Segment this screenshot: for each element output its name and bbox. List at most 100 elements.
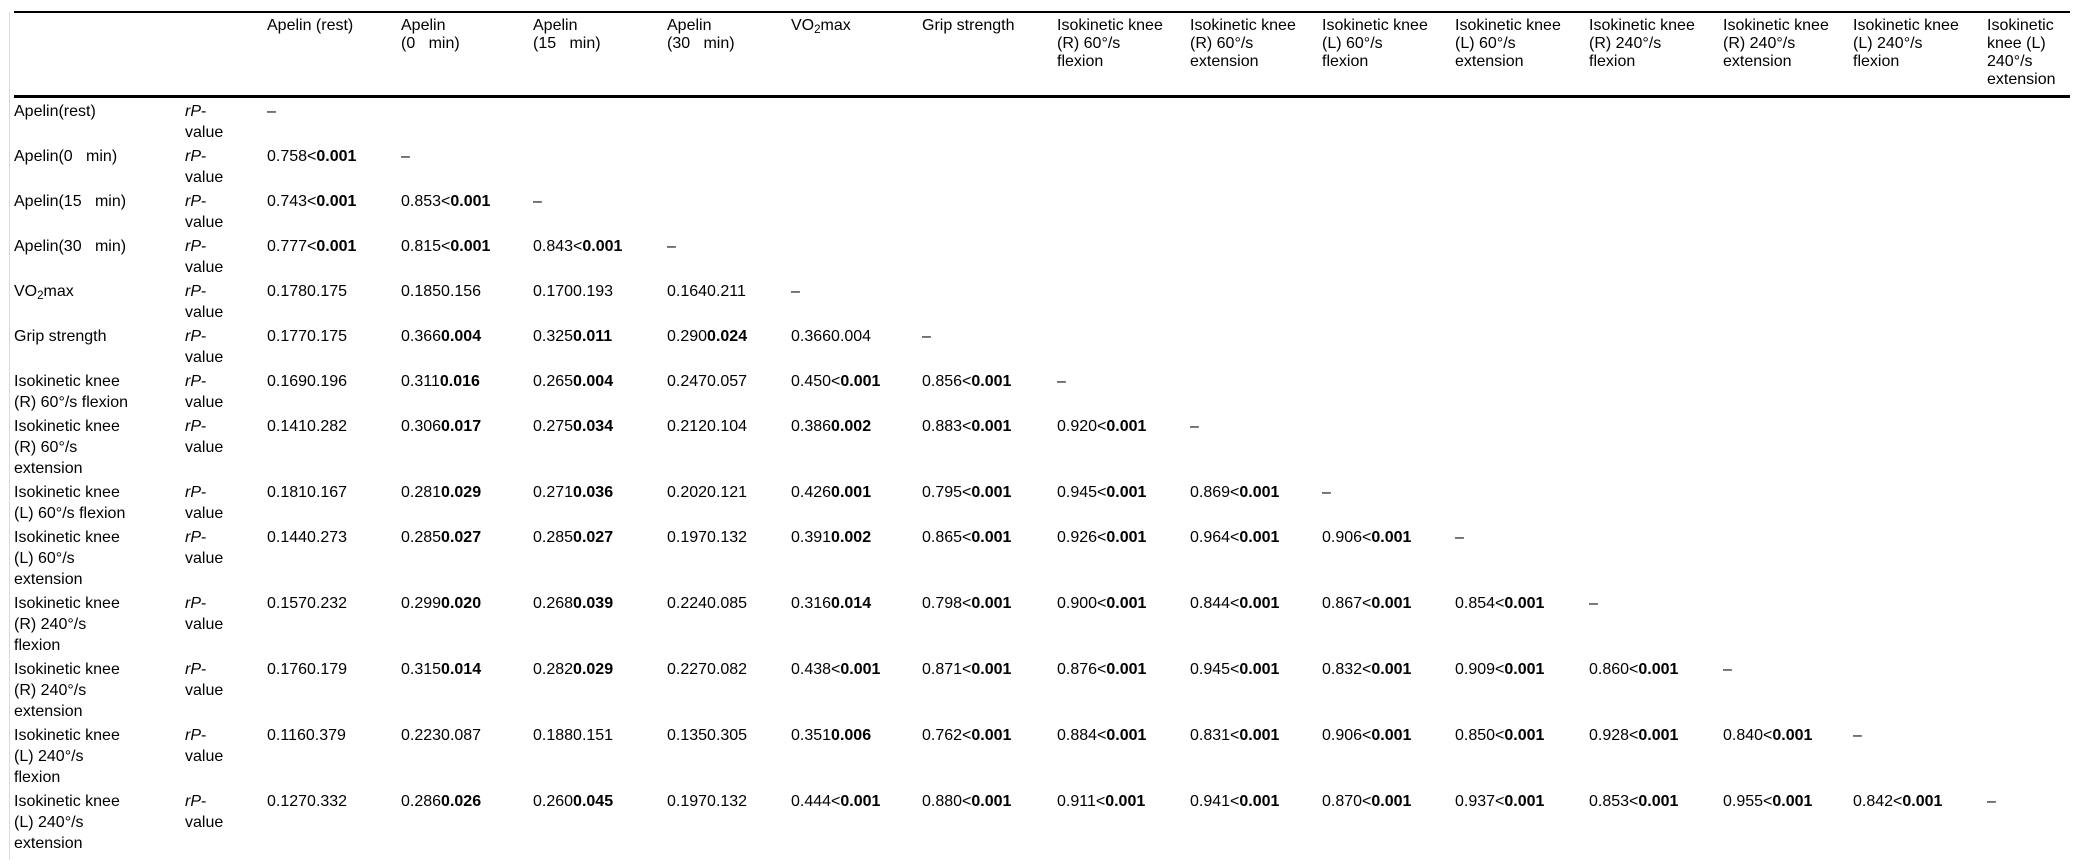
row-label: Isokinetic knee (L) 240°/s extension <box>14 793 120 852</box>
correlation-cell: 0.853<0.001 <box>401 193 491 210</box>
correlation-cell: 0.909<0.001 <box>1455 661 1545 678</box>
diagonal-dash-cell: – <box>922 328 931 345</box>
correlation-cell <box>1455 278 1589 323</box>
correlation-cell <box>1723 233 1853 278</box>
correlation-cell <box>667 143 791 188</box>
correlation-cell: 0.777<0.001 <box>267 238 357 255</box>
row-label: Isokinetic knee (R) 240°/s flexion <box>14 595 120 654</box>
table-row-12: Isokinetic knee (L) 240°/s flexion rP- va… <box>14 722 2070 788</box>
correlation-cell: 0.928<0.001 <box>1589 727 1679 744</box>
correlation-cell: 0.2020.121 <box>667 484 748 501</box>
correlation-cell: 0.869<0.001 <box>1190 484 1280 501</box>
correlation-cell <box>922 188 1057 233</box>
correlation-cell <box>922 233 1057 278</box>
stat-label: rP- value <box>185 238 224 276</box>
correlation-cell <box>1853 590 1987 656</box>
correlation-cell: 0.758<0.001 <box>267 148 357 165</box>
correlation-cell <box>1455 323 1589 368</box>
correlation-cell: 0.1640.211 <box>667 283 746 300</box>
correlation-cell: 0.850<0.001 <box>1455 727 1545 744</box>
correlation-cell <box>1589 368 1723 413</box>
correlation-cell <box>1853 323 1987 368</box>
correlation-cell: 0.3660.004 <box>791 328 872 345</box>
correlation-cell <box>1723 323 1853 368</box>
correlation-cell <box>1589 524 1723 590</box>
correlation-cell <box>1723 524 1853 590</box>
correlation-cell <box>1853 143 1987 188</box>
correlation-cell <box>1987 590 2070 656</box>
correlation-cell <box>1987 97 2070 144</box>
correlation-cell: 0.3150.014 <box>401 661 482 678</box>
correlation-cell <box>1853 188 1987 233</box>
correlation-cell: 0.860<0.001 <box>1589 661 1679 678</box>
correlation-cell: 0.2710.036 <box>533 484 614 501</box>
correlation-cell <box>1987 722 2070 788</box>
diagonal-dash-cell: – <box>1322 484 1331 501</box>
column-header-10: Isokinetic knee (R) 240°/s flexion <box>1589 12 1723 98</box>
correlation-cell <box>1190 368 1322 413</box>
table-row-11: Isokinetic knee (R) 240°/s extension rP- … <box>14 656 2070 722</box>
correlation-cell: 0.880<0.001 <box>922 793 1012 810</box>
correlation-cell: 0.3060.017 <box>401 418 482 435</box>
row-label: Grip strength <box>14 328 107 345</box>
correlation-cell: 0.854<0.001 <box>1455 595 1545 612</box>
correlation-cell <box>1853 233 1987 278</box>
stat-label: rP- value <box>185 193 224 231</box>
correlation-cell <box>1057 278 1190 323</box>
correlation-cell <box>1455 188 1589 233</box>
correlation-cell: 0.2240.085 <box>667 595 748 612</box>
column-header-8: Isokinetic knee (L) 60°/s flexion <box>1322 12 1455 98</box>
correlation-cell: 0.438<0.001 <box>791 661 881 678</box>
table-row-3: Apelin(30 min) rP- value 0.777<0.001 0.815<… <box>14 233 2070 278</box>
correlation-cell <box>533 143 667 188</box>
correlation-cell: 0.871<0.001 <box>922 661 1012 678</box>
correlation-cell: 0.3160.014 <box>791 595 872 612</box>
correlation-cell: 0.3510.006 <box>791 727 872 744</box>
correlation-cell: 0.2810.029 <box>401 484 482 501</box>
correlation-cell: 0.2680.039 <box>533 595 614 612</box>
stat-label: rP- value <box>185 328 224 366</box>
correlation-cell: 0.906<0.001 <box>1322 727 1412 744</box>
corner-header-cell <box>14 12 185 98</box>
correlation-cell <box>922 278 1057 323</box>
correlation-cell: 0.1690.196 <box>267 373 348 390</box>
correlation-cell <box>667 97 791 144</box>
correlation-cell <box>1322 323 1455 368</box>
table-row-0: Apelin(rest) rP- value – <box>14 97 2070 144</box>
correlation-cell: 0.2750.034 <box>533 418 614 435</box>
correlation-cell <box>1723 143 1853 188</box>
correlation-cell <box>1987 524 2070 590</box>
correlation-cell <box>1987 479 2070 524</box>
row-label: Isokinetic knee (L) 60°/s flexion <box>14 484 126 522</box>
correlation-cell <box>1723 278 1853 323</box>
table-row-8: Isokinetic knee (L) 60°/s flexion rP- val… <box>14 479 2070 524</box>
correlation-cell <box>922 143 1057 188</box>
row-label: Apelin(0 min) <box>14 148 118 165</box>
correlation-cell: 0.883<0.001 <box>922 418 1012 435</box>
column-header-2: Apelin (15 min) <box>533 12 667 98</box>
diagonal-dash-cell: – <box>1455 529 1464 546</box>
correlation-cell <box>1589 479 1723 524</box>
row-label: Isokinetic knee (R) 60°/s flexion <box>14 373 128 411</box>
correlation-cell: 0.865<0.001 <box>922 529 1012 546</box>
column-header-3: Apelin (30 min) <box>667 12 791 98</box>
correlation-cell: 0.900<0.001 <box>1057 595 1147 612</box>
stat-label: rP- value <box>185 661 224 699</box>
correlation-cell <box>1455 143 1589 188</box>
correlation-cell <box>1057 143 1190 188</box>
correlation-cell <box>1987 656 2070 722</box>
correlation-cell: 0.2600.045 <box>533 793 614 810</box>
correlation-cell <box>1853 413 1987 479</box>
correlation-cell <box>1723 413 1853 479</box>
stat-label: rP- value <box>185 529 224 567</box>
row-label: Isokinetic knee (L) 60°/s extension <box>14 529 120 588</box>
correlation-cell <box>1853 656 1987 722</box>
correlation-cell <box>1987 278 2070 323</box>
table-row-2: Apelin(15 min) rP- value 0.743<0.001 0.853<… <box>14 188 2070 233</box>
table-header: Apelin (rest) Apelin (0 min) Apelin (15 mi… <box>14 12 2070 98</box>
header-row: Apelin (rest) Apelin (0 min) Apelin (15 mi… <box>14 12 2070 98</box>
table-row-7: Isokinetic knee (R) 60°/s extension rP- v… <box>14 413 2070 479</box>
row-label: Isokinetic knee (R) 60°/s extension <box>14 418 120 477</box>
correlation-cell <box>1589 413 1723 479</box>
diagonal-dash-cell: – <box>1190 418 1199 435</box>
